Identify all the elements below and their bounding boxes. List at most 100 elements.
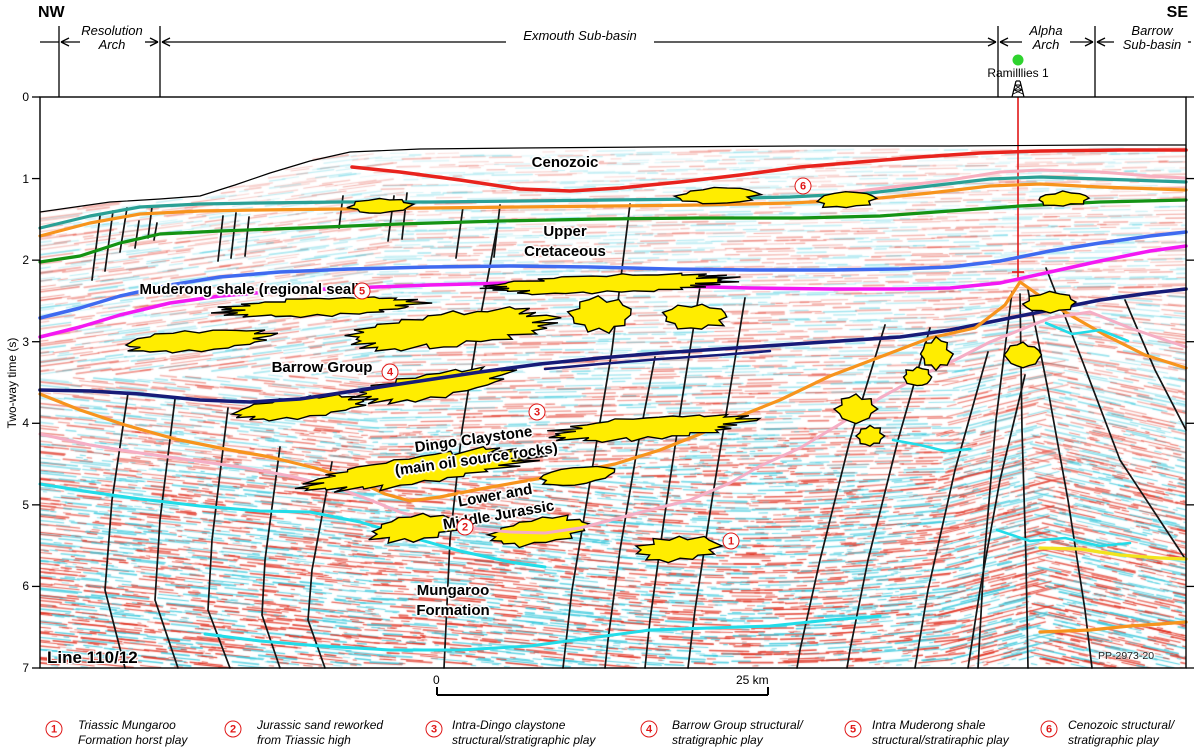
fault-line: [967, 374, 1026, 669]
fault-line: [104, 392, 129, 669]
hydrocarbon-play-blob: [661, 303, 728, 330]
scalebar-distance-label: 25 km: [736, 673, 769, 687]
division-label-alpha: Alpha Arch: [1029, 23, 1063, 52]
fault-line: [134, 220, 140, 249]
horizon-orange-br: [1038, 620, 1188, 634]
scalebar-zero-label: 0: [433, 673, 440, 687]
dimension-arrowhead: [161, 37, 171, 43]
horizon-teal: [38, 175, 1188, 230]
legend-text-4: Barrow Group structural/stratigraphic pl…: [672, 718, 803, 747]
dimension-arrowhead: [987, 41, 997, 47]
play-marker-2: 2: [456, 518, 474, 536]
horizon-red: [350, 148, 1188, 193]
axis-tick-label: 0: [22, 90, 29, 104]
axis-tick-label: 7: [22, 661, 29, 675]
horizon-navy: [38, 287, 1188, 404]
horizon-cyan-2: [203, 614, 882, 652]
fault-line: [914, 351, 989, 669]
play-marker-3: 3: [528, 403, 546, 421]
formation-label-upper: Upper Cretaceous: [524, 223, 606, 260]
legend-text-2: Jurassic sand reworked from Triassic high: [257, 718, 384, 747]
fault-line: [307, 461, 333, 669]
dimension-arrowhead: [1084, 37, 1094, 43]
dimension-arrowhead: [149, 41, 159, 47]
play-marker-5: 5: [353, 282, 371, 300]
well-name: Ramilllies 1: [987, 66, 1049, 80]
derrick-icon: [1019, 80, 1025, 98]
fault-line: [154, 398, 179, 669]
fault-line: [846, 327, 931, 669]
hydrocarbon-play-blob: [479, 272, 741, 296]
horizon-cyan-4: [1044, 321, 1130, 343]
fault-line: [147, 206, 153, 239]
dimension-arrowhead: [60, 41, 70, 47]
legend-marker-6: 6: [1040, 720, 1058, 738]
horizon-orange-top: [38, 182, 1188, 238]
axis-tick-label: 5: [22, 497, 29, 512]
derrick-icon: [1014, 84, 1023, 91]
fault-line: [230, 212, 237, 259]
hydrocarbon-play-blob: [346, 197, 416, 214]
hydrocarbon-play-blob: [1003, 341, 1043, 369]
derrick-icon: [1012, 89, 1023, 95]
play-marker-1: 1: [722, 532, 740, 550]
play-marker-4: 4: [381, 363, 399, 381]
dimension-arrowhead: [60, 37, 70, 43]
legend-marker-4: 4: [640, 720, 658, 738]
horizon-green: [38, 198, 1188, 264]
fault-line: [1045, 267, 1187, 561]
axis-tick-label: 4: [22, 416, 29, 431]
hydrocarbon-play-blob: [902, 366, 933, 387]
hydrocarbon-play-blob: [344, 306, 562, 352]
hydrocarbon-play-blob: [1021, 290, 1078, 314]
plot-frame: [39, 96, 1187, 669]
formation-label-cenozoic: Cenozoic: [531, 154, 599, 171]
axis-title: Two-way time (s): [5, 337, 19, 428]
hydrocarbon-play-blob: [538, 465, 616, 487]
hydrocarbon-play-blob: [566, 294, 632, 335]
legend-text-6: Cenozoic structural/stratigraphic play: [1068, 718, 1175, 747]
horizon-cyan-3: [891, 438, 972, 453]
hydrocarbon-play-blob: [832, 393, 879, 425]
fault-line: [244, 216, 250, 257]
dimension-arrowhead: [1096, 41, 1106, 47]
fault-line: [153, 222, 158, 241]
seismic-texture-canvas: [40, 97, 1186, 668]
seafloor-line: [39, 144, 1187, 213]
axis-tick-label: 1: [22, 171, 29, 186]
hydrocarbon-play-blob: [210, 296, 433, 319]
dimension-arrowhead: [999, 41, 1009, 47]
hydrocarbon-play-blob: [634, 535, 724, 564]
fault-line: [217, 215, 224, 262]
hydrocarbon-play-blob: [815, 190, 879, 209]
legend-text-3: Intra-Dingo claystone structural/stratigr…: [452, 718, 596, 747]
hydrocarbon-play-blob: [672, 186, 764, 205]
horizon-yellow-line: [1038, 546, 1188, 561]
formation-label-muderong-shale-regional-seal-: Muderong shale (regional seal): [139, 281, 361, 298]
hydrocarbon-play-blob: [352, 365, 518, 405]
hydrocarbon-play-blob: [1038, 190, 1091, 207]
axis-tick-label: 2: [22, 253, 29, 268]
fault-line: [443, 227, 498, 669]
formation-label-barrow-group: Barrow Group: [271, 359, 373, 376]
legend-marker-5: 5: [844, 720, 862, 738]
dimension-arrowhead: [1096, 37, 1106, 43]
horizon-cyan-1: [38, 482, 547, 569]
fault-line: [1027, 289, 1093, 669]
play-marker-6: 6: [794, 177, 812, 195]
dimension-arrowhead: [161, 41, 171, 47]
hydrocarbon-play-blob: [294, 445, 548, 493]
dimension-arrowhead: [999, 37, 1009, 43]
dimension-arrowhead: [1084, 41, 1094, 47]
legend-marker-1: 1: [45, 720, 63, 738]
plate-id-label: PP-2973-20: [1098, 650, 1155, 662]
fault-line: [455, 206, 464, 259]
horizon-pink-top: [848, 168, 1188, 194]
fault-line: [644, 286, 701, 669]
division-label-resolution: Resolution Arch: [81, 23, 143, 52]
orientation-se: SE: [1166, 4, 1188, 21]
horizon-cyan-5: [995, 528, 1132, 548]
horizon-orange-main: [38, 280, 1188, 503]
